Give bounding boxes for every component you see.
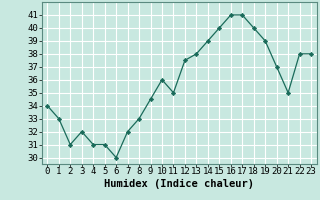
- X-axis label: Humidex (Indice chaleur): Humidex (Indice chaleur): [104, 179, 254, 189]
